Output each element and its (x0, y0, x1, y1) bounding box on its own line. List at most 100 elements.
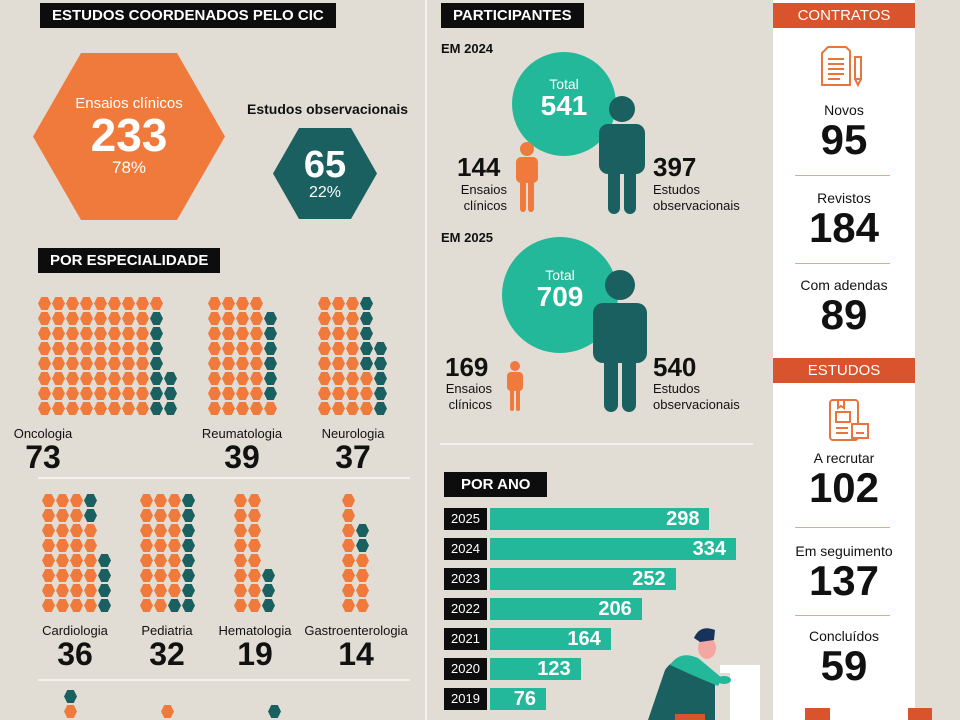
waffle-cell (168, 599, 181, 612)
waffle-cell (342, 494, 355, 507)
waffle-cell (342, 569, 355, 582)
waffle-cell (356, 524, 369, 537)
stat-em-seguimento: Em seguimento 137 (773, 543, 915, 603)
waffle-cell (332, 327, 345, 340)
waffle-cell (66, 357, 79, 370)
specialty-neurologia: Neurologia 37 (293, 426, 413, 473)
waffle-cell (318, 342, 331, 355)
waffle-cell (168, 554, 181, 567)
waffle-cell (236, 327, 249, 340)
waffle-cell (356, 569, 369, 582)
waffle-cell (154, 494, 167, 507)
waffle-cell (150, 402, 163, 415)
year-2024-label: EM 2024 (441, 41, 494, 56)
waffle-cell (250, 342, 263, 355)
waffle-cell (222, 297, 235, 310)
waffle-cell (264, 312, 277, 325)
ensaios-2025-value: 169 (445, 352, 489, 382)
section-header-contratos: CONTRATOS (773, 3, 915, 28)
stat-a-recrutar: A recrutar 102 (773, 450, 915, 510)
waffle-cell (318, 387, 331, 400)
waffle-cell (318, 327, 331, 340)
waffle-cell (38, 372, 51, 385)
obs-2024-label: Estudos observacionais (653, 182, 740, 213)
waffle-cell (136, 357, 149, 370)
bar-2021: 164 (490, 628, 611, 650)
decorative-block (805, 708, 830, 720)
waffle-cell (360, 357, 373, 370)
waffle-cell (332, 357, 345, 370)
waffle-cell (264, 357, 277, 370)
waffle-cell (84, 554, 97, 567)
person-small-icon (507, 361, 523, 411)
waffle-cell (80, 342, 93, 355)
waffle-cell (360, 342, 373, 355)
waffle-cell (161, 705, 174, 718)
waffle-cell (182, 554, 195, 567)
waffle-cell (150, 297, 163, 310)
waffle-cell (136, 402, 149, 415)
waffle-cell (318, 312, 331, 325)
waffle-cell (84, 509, 97, 522)
specialty-label: Oncologia (13, 426, 73, 441)
person-large-icon (599, 96, 645, 214)
bar-2019: 76 (490, 688, 546, 710)
waffle-cell (262, 599, 275, 612)
waffle-cell (84, 539, 97, 552)
waffle-cell (140, 509, 153, 522)
waffle-cell (222, 387, 235, 400)
waffle-cell (108, 297, 121, 310)
waffle-cell (42, 539, 55, 552)
bar-2020: 123 (490, 658, 581, 680)
waffle-cell (264, 372, 277, 385)
waffle-cell (168, 524, 181, 537)
waffle-cell (66, 372, 79, 385)
waffle-cell (154, 539, 167, 552)
waffle-cell (262, 584, 275, 597)
waffle-cell (374, 372, 387, 385)
waffle-cell (66, 402, 79, 415)
waffle-cell (356, 539, 369, 552)
waffle-cell (360, 387, 373, 400)
waffle-cell (108, 387, 121, 400)
observacionais-hexagon: 65 22% (273, 128, 377, 219)
waffle-cell (356, 599, 369, 612)
waffle-cell (250, 357, 263, 370)
waffle-cell (94, 297, 107, 310)
waffle-cell (122, 312, 135, 325)
specialty-label: Hematologia (218, 623, 292, 638)
waffle-cell (346, 327, 359, 340)
specialty-label: Pediatria (141, 623, 193, 638)
waffle-cell (136, 372, 149, 385)
waffle-cell (94, 402, 107, 415)
waffle-cell (262, 569, 275, 582)
waffle-cell (168, 569, 181, 582)
ensaios-label: Ensaios clínicos (75, 95, 183, 112)
waffle-cell (208, 402, 221, 415)
stat-label: Com adendas (800, 277, 888, 293)
waffle-cell (332, 312, 345, 325)
stat-value: 137 (808, 557, 880, 604)
waffle-cell (168, 539, 181, 552)
waffle-cell (222, 372, 235, 385)
specialty-gastroenterologia: Gastroenterologia 14 (296, 623, 416, 670)
waffle-cell (122, 327, 135, 340)
section-header-participantes: PARTICIPANTES (441, 3, 584, 28)
waffle-cell (164, 372, 177, 385)
waffle-cell (70, 509, 83, 522)
bar-2024: 334 (490, 538, 736, 560)
waffle-cell (38, 387, 51, 400)
waffle-cell (154, 584, 167, 597)
specialty-label: Neurologia (321, 426, 385, 441)
obs-2025-value: 540 (653, 352, 697, 382)
year-label: 2019 (444, 688, 487, 710)
waffle-cell (108, 312, 121, 325)
waffle-cell (150, 312, 163, 325)
waffle-cell (108, 372, 121, 385)
year-label: 2022 (444, 598, 487, 620)
waffle-cell (250, 372, 263, 385)
waffle-cell (122, 342, 135, 355)
waffle-cell (222, 327, 235, 340)
waffle-cell (248, 554, 261, 567)
stat-value: 59 (820, 642, 868, 689)
